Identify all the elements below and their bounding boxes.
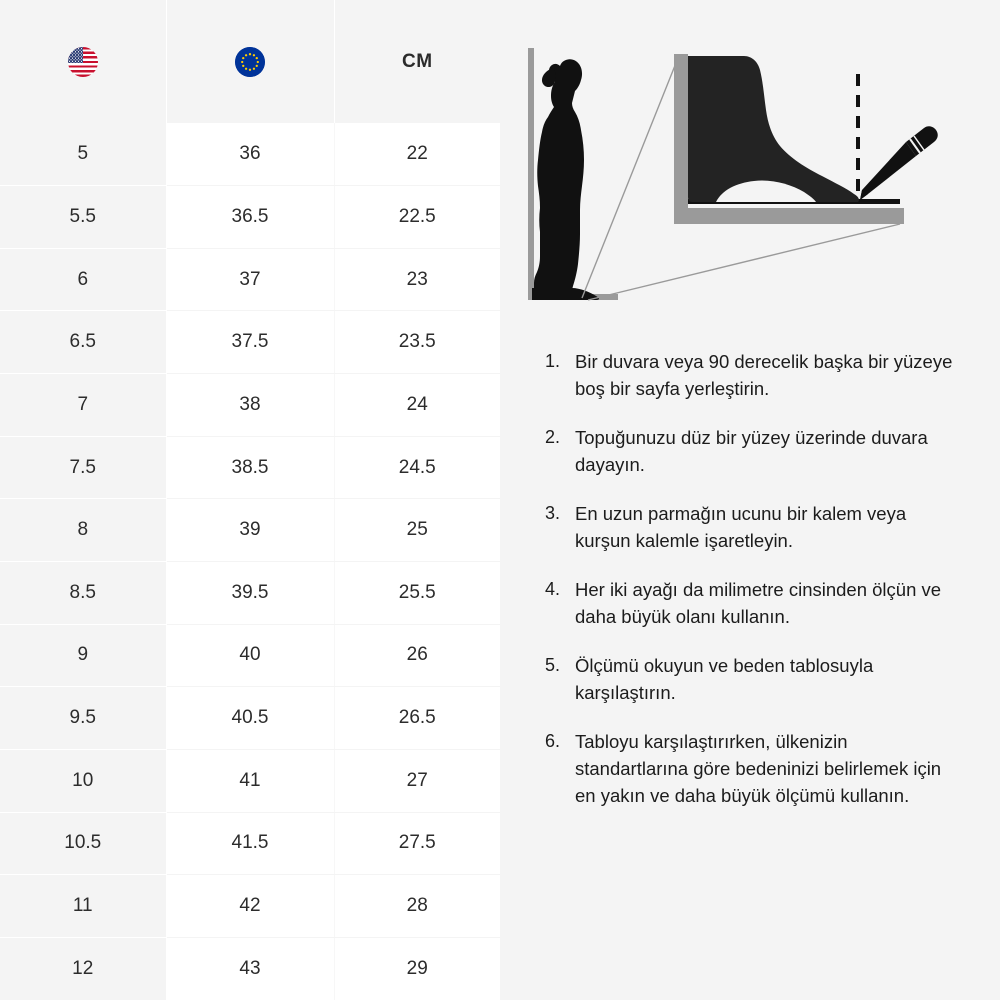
table-row: 5 36 22 (0, 123, 500, 187)
table-row: 6 37 23 (0, 248, 500, 312)
eu-flag-wrap (167, 46, 334, 77)
cell-us: 6.5 (0, 310, 167, 375)
cell-eu: 36 (166, 123, 335, 187)
step-number: 4. (545, 579, 561, 599)
table-row: 8.5 39.5 25.5 (0, 561, 500, 625)
foot-arch-cutout (716, 180, 816, 202)
column-header-us (0, 0, 167, 123)
size-conversion-table: CM 5 36 22 5.5 36.5 22.5 6 37 23 (0, 0, 500, 1000)
cell-cm: 28 (334, 874, 500, 938)
cell-us: 5.5 (0, 185, 167, 249)
foot-silhouette (688, 56, 859, 202)
eu-flag-icon (235, 46, 265, 77)
list-item: 3. En uzun parmağın ucunu bir kalem veya… (545, 500, 965, 554)
cell-cm: 26.5 (334, 686, 500, 750)
cell-eu: 39 (166, 498, 335, 562)
table-row: 9.5 40.5 26.5 (0, 686, 500, 750)
step-number: 3. (545, 503, 561, 523)
instructions-panel: 1. Bir duvara veya 90 derecelik başka bi… (500, 0, 1000, 1000)
cell-cm: 24 (334, 373, 500, 437)
table-row: 6.5 37.5 23.5 (0, 310, 500, 375)
cell-cm: 22.5 (334, 185, 500, 249)
cell-eu: 39.5 (166, 561, 335, 625)
table-row: 7 38 24 (0, 373, 500, 437)
cell-us: 12 (0, 937, 167, 1000)
cell-cm: 24.5 (334, 436, 500, 500)
cell-us: 9 (0, 624, 167, 688)
zoom-lines (581, 57, 901, 301)
table-row: 9 40 26 (0, 624, 500, 688)
cell-cm: 29 (334, 937, 500, 1000)
step-text: En uzun parmağın ucunu bir kalem veya ku… (575, 503, 907, 551)
step-text: Topuğunuzu düz bir yüzey üzerinde duvara… (575, 427, 928, 475)
cell-eu: 37 (166, 248, 335, 312)
list-item: 4. Her iki ayağı da milimetre cinsinden … (545, 576, 965, 630)
cell-us: 10 (0, 749, 167, 813)
step-text: Her iki ayağı da milimetre cinsinden ölç… (575, 579, 942, 627)
cell-us: 8 (0, 498, 167, 562)
cell-us: 7 (0, 373, 167, 437)
cell-eu: 42 (166, 874, 335, 938)
table-row: 12 43 29 (0, 937, 500, 1000)
cell-eu: 41.5 (166, 812, 335, 876)
list-item: 6. Tabloyu karşılaştırırken, ülkenizin s… (545, 728, 965, 809)
cell-cm: 23.5 (334, 310, 500, 375)
cell-eu: 40.5 (166, 686, 335, 750)
cell-eu: 43 (166, 937, 335, 1000)
step-number: 6. (545, 731, 561, 751)
table-row: 10 41 27 (0, 749, 500, 813)
step-text: Tabloyu karşılaştırırken, ülkenizin stan… (575, 731, 942, 806)
table-row: 7.5 38.5 24.5 (0, 436, 500, 500)
table-row: 5.5 36.5 22.5 (0, 185, 500, 249)
cell-cm: 26 (334, 624, 500, 688)
cell-cm: 23 (334, 248, 500, 312)
step-text: Bir duvara veya 90 derecelik başka bir y… (575, 351, 953, 399)
cell-us: 6 (0, 248, 167, 312)
list-item: 2. Topuğunuzu düz bir yüzey üzerinde duv… (545, 424, 965, 478)
step-number: 2. (545, 427, 561, 447)
us-flag-icon (67, 46, 98, 77)
list-item: 1. Bir duvara veya 90 derecelik başka bi… (545, 348, 965, 402)
pen-icon (860, 126, 938, 200)
cell-eu: 41 (166, 749, 335, 813)
us-flag-wrap (0, 46, 166, 77)
table-row: 11 42 28 (0, 874, 500, 938)
table-row: 8 39 25 (0, 498, 500, 562)
cell-eu: 36.5 (166, 185, 335, 249)
size-table-panel: CM 5 36 22 5.5 36.5 22.5 6 37 23 (0, 0, 500, 1000)
table-row: 10.5 41.5 27.5 (0, 812, 500, 876)
cell-us: 8.5 (0, 561, 167, 625)
cell-us: 5 (0, 123, 167, 187)
cell-us: 9.5 (0, 686, 167, 750)
cell-us: 7.5 (0, 436, 167, 500)
column-header-cm: CM (334, 0, 500, 123)
cell-eu: 38 (166, 373, 335, 437)
cell-eu: 40 (166, 624, 335, 688)
us-flag-canton (67, 46, 83, 63)
list-item: 5. Ölçümü okuyun ve beden tablosuyla kar… (545, 652, 965, 706)
table-header: CM (0, 0, 500, 123)
step-text: Ölçümü okuyun ve beden tablosuyla karşıl… (575, 655, 874, 703)
cell-us: 11 (0, 874, 167, 938)
table-body: 5 36 22 5.5 36.5 22.5 6 37 23 6.5 37.5 (0, 123, 500, 1000)
cell-cm: 22 (334, 123, 500, 187)
cell-cm: 27 (334, 749, 500, 813)
table-header-row: CM (0, 0, 500, 123)
cell-cm: 27.5 (334, 812, 500, 876)
foot-measuring-diagram (510, 36, 980, 316)
column-header-eu (166, 0, 335, 123)
cell-cm: 25 (334, 498, 500, 562)
cell-eu: 38.5 (166, 436, 335, 500)
cell-us: 10.5 (0, 812, 167, 876)
cell-cm: 25.5 (334, 561, 500, 625)
step-number: 5. (545, 655, 561, 675)
instructions-list: 1. Bir duvara veya 90 derecelik başka bi… (545, 348, 965, 831)
cell-eu: 37.5 (166, 310, 335, 375)
woman-silhouette (532, 59, 599, 300)
step-number: 1. (545, 351, 561, 371)
